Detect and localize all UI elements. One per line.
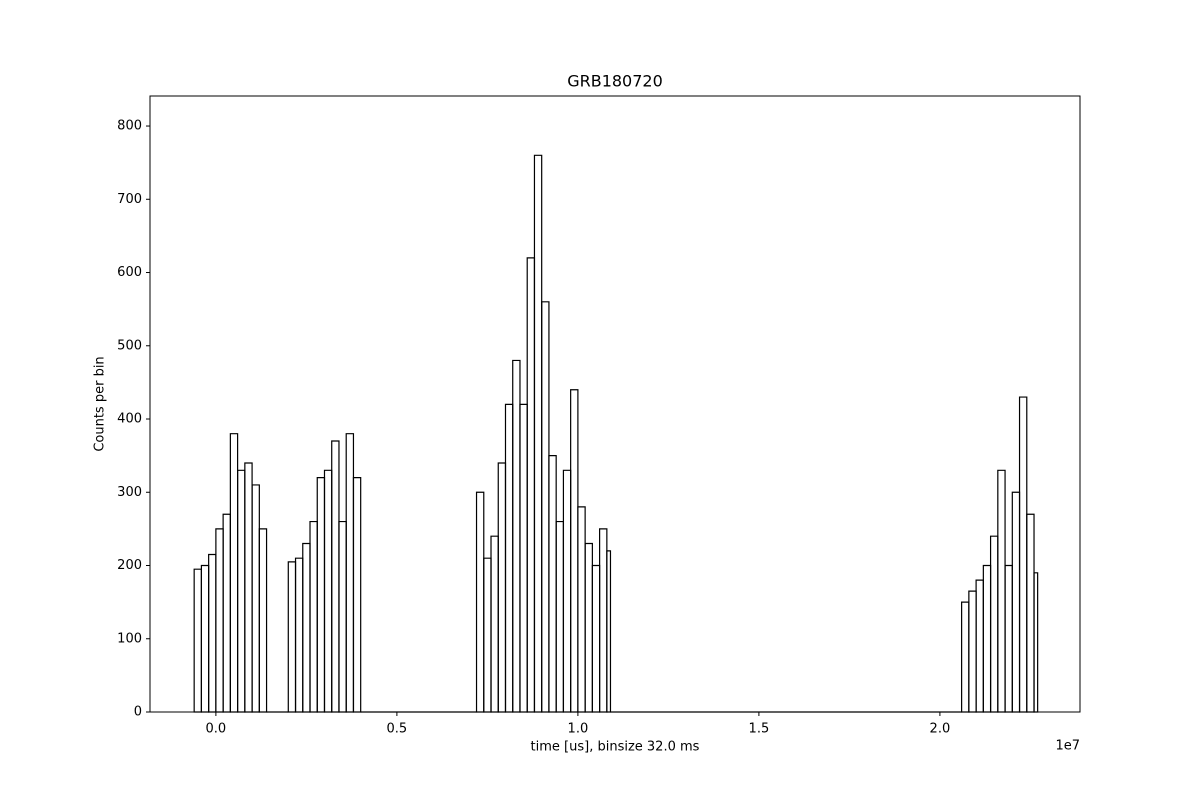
x-tick-label: 0.0 bbox=[206, 722, 227, 737]
y-tick-label: 500 bbox=[117, 338, 142, 353]
x-tick-label: 1.5 bbox=[749, 722, 770, 737]
x-tick-label: 2.0 bbox=[930, 722, 951, 737]
y-tick-label: 700 bbox=[117, 192, 142, 207]
x-tick-label: 1.0 bbox=[568, 722, 589, 737]
plot-frame bbox=[149, 95, 1081, 713]
x-offset-label: 1e7 bbox=[1055, 739, 1080, 754]
y-tick-label: 0 bbox=[134, 705, 142, 720]
chart-title: GRB180720 bbox=[567, 72, 663, 91]
x-axis-label: time [us], binsize 32.0 ms bbox=[531, 740, 700, 755]
y-tick-label: 600 bbox=[117, 265, 142, 280]
y-tick-label: 100 bbox=[117, 631, 142, 646]
y-tick-label: 400 bbox=[117, 412, 142, 427]
y-tick-label: 800 bbox=[117, 119, 142, 134]
y-axis-label: Counts per bin bbox=[93, 356, 108, 451]
x-tick-label: 0.5 bbox=[387, 722, 408, 737]
y-tick-label: 200 bbox=[117, 558, 142, 573]
y-tick-label: 300 bbox=[117, 485, 142, 500]
